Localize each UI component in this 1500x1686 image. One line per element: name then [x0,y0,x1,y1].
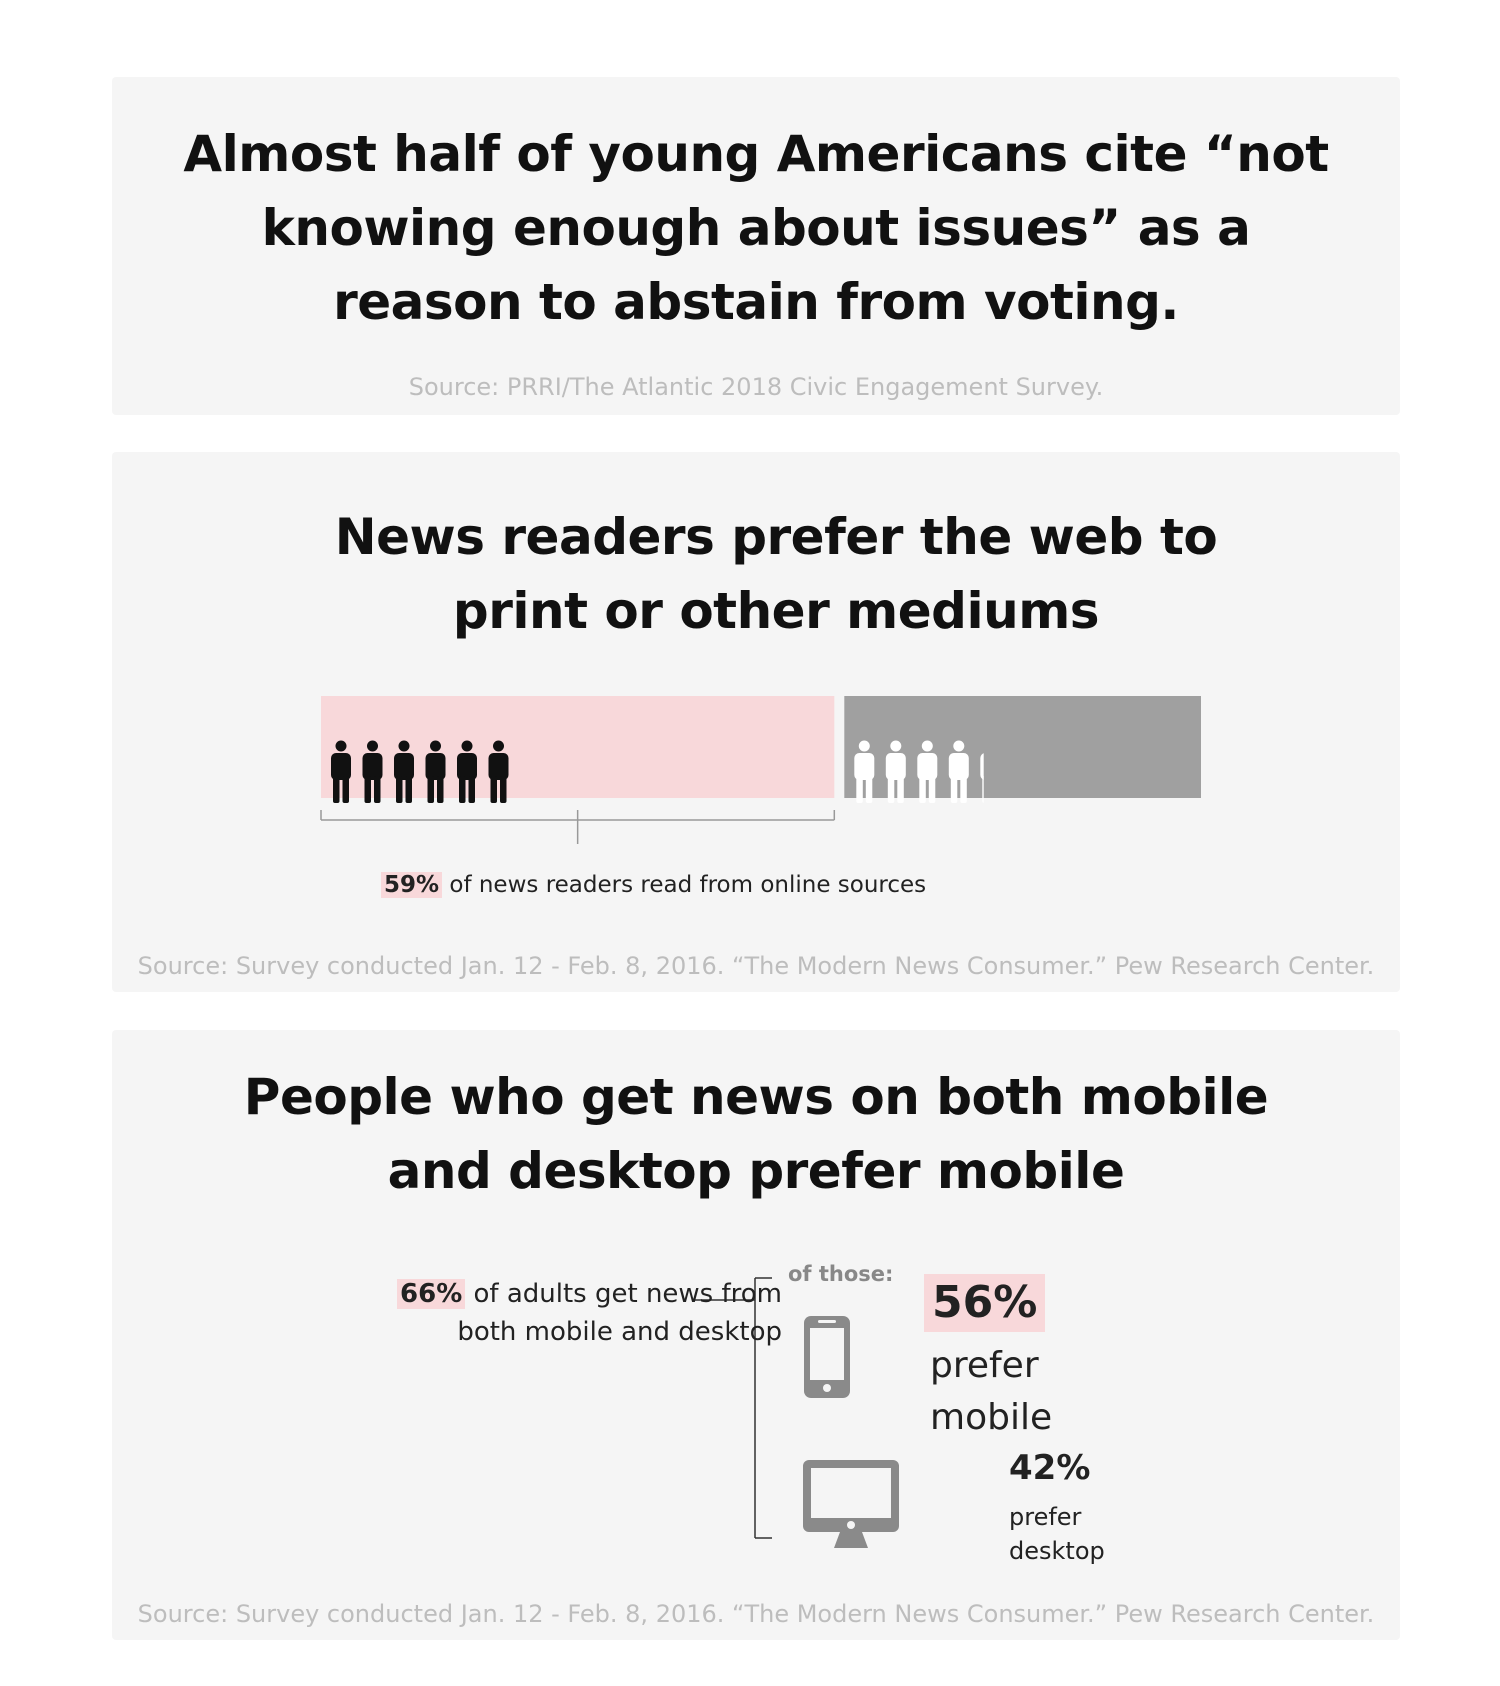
subgroup-label: of those: [788,1262,894,1286]
desktop-desc: prefer desktop [1009,1503,1105,1565]
voting-title: Almost half of young Americans cite “not… [183,125,1329,331]
online-person-icon-3 [394,740,414,803]
other-person-icon-3 [917,740,938,803]
adults-pct: 66% [397,1279,466,1309]
mobile-desktop-title: People who get news on both mobile and d… [243,1068,1269,1200]
adults-annotation: 66% of adults get news from both mobile … [342,1275,782,1351]
online-person-icon-5 [457,740,477,803]
online-person-icon-4 [425,740,446,803]
online-readers-text: of news readers read from online sources [449,872,927,898]
adults-text: of adults get news from both mobile and … [457,1279,782,1347]
mobile-desktop-card: People who get news on both mobile and d… [112,1030,1400,1640]
news-readers-title: News readers prefer the web to print or … [334,508,1218,640]
online-person-icon-1 [331,740,351,803]
online-readers-annotation: 59% of news readers read from online sou… [381,872,926,898]
mobile-desc: prefer mobile [930,1345,1053,1438]
other-person-icon-4 [948,740,969,803]
other-person-icon-partial [980,753,984,803]
monitor-icon [803,1460,899,1548]
other-person-icon-2 [885,740,906,803]
mobile-pct: 56% [924,1274,1046,1332]
smartphone-icon [804,1316,850,1398]
voting-card: Almost half of young Americans cite “not… [112,77,1400,415]
mobile-desktop-source: Source: Survey conducted Jan. 12 - Feb. … [137,1600,1375,1628]
news-readers-chart [320,696,1201,844]
desktop-pct: 42% [1009,1448,1091,1488]
online-person-icon-6 [488,740,509,803]
mobile-desktop-chart [694,1277,899,1548]
online-person-icon-2 [362,740,383,803]
news-readers-card: News readers prefer the web to print or … [112,452,1400,992]
online-readers-pct: 59% [381,872,443,898]
news-readers-source: Source: Survey conducted Jan. 12 - Feb. … [137,952,1375,980]
voting-source: Source: PRRI/The Atlantic 2018 Civic Eng… [408,373,1104,401]
other-person-icon-1 [854,740,875,803]
